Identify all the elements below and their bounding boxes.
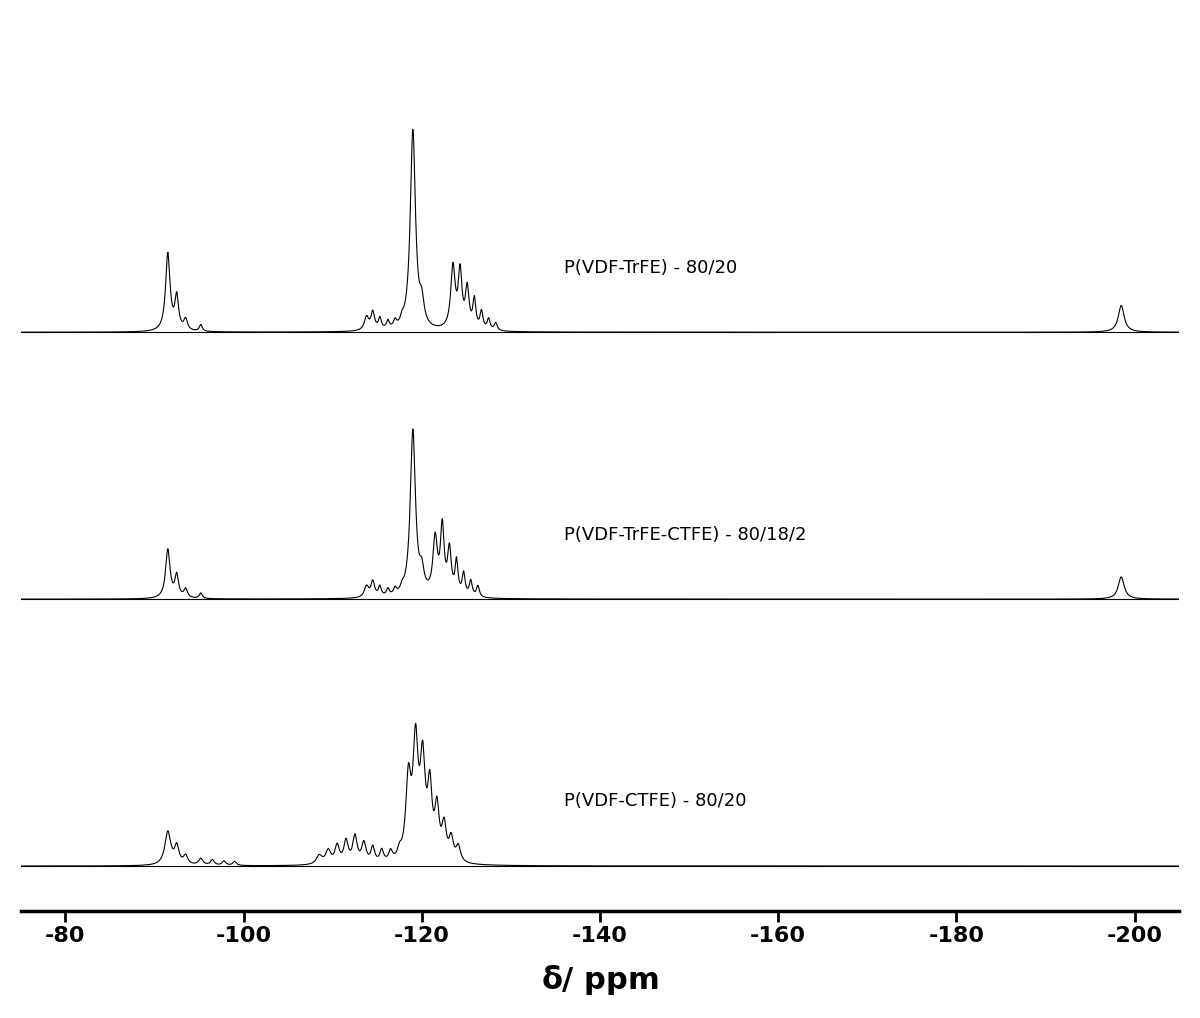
Text: P(VDF-TrFE) - 80/20: P(VDF-TrFE) - 80/20 — [564, 259, 738, 277]
Text: P(VDF-CTFE) - 80/20: P(VDF-CTFE) - 80/20 — [564, 792, 746, 810]
X-axis label: $\mathbf{\delta}$/ ppm: $\mathbf{\delta}$/ ppm — [541, 963, 659, 998]
Text: P(VDF-TrFE-CTFE) - 80/18/2: P(VDF-TrFE-CTFE) - 80/18/2 — [564, 525, 806, 544]
